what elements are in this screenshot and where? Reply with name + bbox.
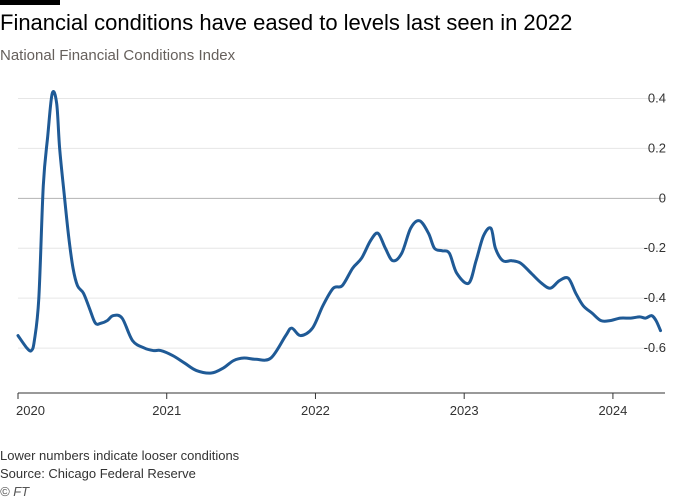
chart-title: Financial conditions have eased to level…: [0, 10, 573, 35]
series-layer: [16, 89, 663, 375]
y-tick-label: 0.2: [648, 140, 666, 155]
source-text: Source: Chicago Federal Reserve: [0, 466, 196, 481]
brand-bar: [0, 0, 60, 5]
chart-note: Lower numbers indicate looser conditions: [0, 448, 240, 463]
gridlines: [18, 97, 665, 349]
x-tick-label: 2020: [16, 403, 45, 418]
y-tick-label: 0.4: [648, 90, 666, 105]
x-tick-label: 2024: [598, 403, 627, 418]
x-tick-label: 2021: [152, 403, 181, 418]
y-tick-label: -0.4: [644, 290, 666, 305]
x-axis: 2020 2021 2022 2023 2024: [16, 392, 665, 418]
series-line: [16, 89, 663, 375]
copyright-text: © FT: [0, 484, 30, 499]
y-axis: 0.4 0.2 0 -0.2 -0.4 -0.6: [644, 90, 666, 355]
chart-subtitle: National Financial Conditions Index: [0, 47, 236, 64]
line-chart: 2020 2021 2022 2023 2024 0.4 0.2 0 -0.2 -0.4 -0.6: [16, 89, 666, 418]
y-tick-label: -0.2: [644, 240, 666, 255]
y-tick-label: 0: [659, 190, 666, 205]
y-tick-label: -0.6: [644, 340, 666, 355]
x-tick-label: 2022: [301, 403, 330, 418]
x-tick-label: 2023: [450, 403, 479, 418]
